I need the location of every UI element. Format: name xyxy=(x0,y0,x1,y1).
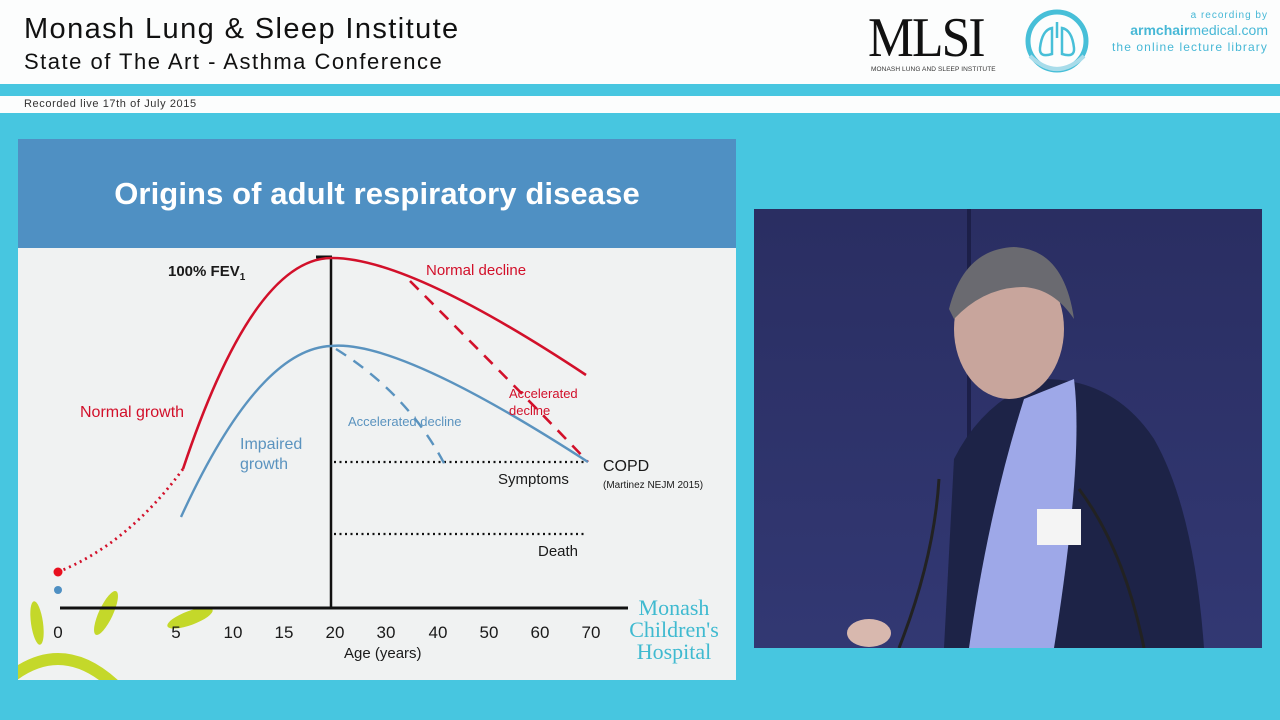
x-tick: 0 xyxy=(53,623,63,642)
accel-red-line2: decline xyxy=(509,403,551,418)
fev-subscript: 1 xyxy=(239,272,246,283)
divider-band xyxy=(0,84,1280,96)
accel-red-line1: Accelerated xyxy=(509,386,578,401)
mch-line1: Monash xyxy=(638,595,710,620)
x-tick: 60 xyxy=(530,623,550,642)
x-tick: 70 xyxy=(581,623,601,642)
monash-childrens-hospital-logo: Monash Children's Hospital xyxy=(614,597,734,663)
accelerated-decline-blue-label: Accelerated decline xyxy=(348,414,462,429)
x-tick: 20 xyxy=(325,623,345,642)
lungs-icon xyxy=(1025,9,1089,73)
x-axis-label: Age (years) xyxy=(344,645,422,662)
impaired-line1: Impaired xyxy=(240,436,303,453)
normal-decline-label: Normal decline xyxy=(426,262,527,279)
x-tick: 30 xyxy=(376,623,396,642)
recorded-date: Recorded live 17th of July 2015 xyxy=(24,98,197,110)
sun-decoration xyxy=(18,591,213,680)
brand-rest: medical.com xyxy=(1189,22,1268,38)
fev-label: 100% FEV1 xyxy=(168,263,245,283)
x-tick: 50 xyxy=(479,623,499,642)
x-tick: 5 xyxy=(171,623,181,642)
x-tick: 40 xyxy=(428,623,448,642)
header-bar: Monash Lung & Sleep Institute State of T… xyxy=(0,0,1280,84)
brand-text: armchairmedical.com xyxy=(1112,22,1268,38)
armchair-medical-logo: a recording by armchairmedical.com the o… xyxy=(1112,10,1268,54)
mlsi-logo-subtext: MONASH LUNG AND SLEEP INSTITUTE xyxy=(871,66,996,73)
mlsi-logo: MLSI MONASH LUNG AND SLEEP INSTITUTE xyxy=(868,8,1004,76)
impaired-line2: growth xyxy=(240,456,289,473)
header-title: Monash Lung & Sleep Institute xyxy=(24,13,460,45)
recording-by-text: a recording by xyxy=(1190,10,1268,21)
mch-line3: Hospital xyxy=(636,639,712,664)
fev-chart xyxy=(18,255,628,680)
copd-label: COPD xyxy=(603,458,650,475)
fev-text: 100% FEV xyxy=(168,263,240,280)
name-badge xyxy=(1037,509,1081,545)
citation-label: (Martinez NEJM 2015) xyxy=(603,480,704,491)
speaker-video-frame xyxy=(754,209,1262,648)
mch-line2: Children's xyxy=(629,617,719,642)
accelerated-decline-red-label: Accelerated decline xyxy=(509,385,578,419)
death-label: Death xyxy=(538,543,579,560)
slide-title: Origins of adult respiratory disease xyxy=(114,176,640,211)
x-tick: 10 xyxy=(223,623,243,642)
presentation-slide: Origins of adult respiratory disease 100… xyxy=(18,139,736,680)
x-tick: 15 xyxy=(274,623,294,642)
header-subtitle: State of The Art - Asthma Conference xyxy=(24,49,444,74)
brand-bold: armchair xyxy=(1130,22,1190,38)
recorded-bar: Recorded live 17th of July 2015 xyxy=(0,96,1280,113)
mlsi-logo-text: MLSI xyxy=(868,7,986,69)
symptoms-label: Symptoms xyxy=(498,471,569,488)
normal-growth-label: Normal growth xyxy=(80,404,185,421)
speaker-video xyxy=(754,209,1262,648)
library-tagline: the online lecture library xyxy=(1111,40,1268,54)
slide-header: Origins of adult respiratory disease xyxy=(18,139,736,248)
impaired-growth-label: Impaired growth xyxy=(240,435,302,475)
